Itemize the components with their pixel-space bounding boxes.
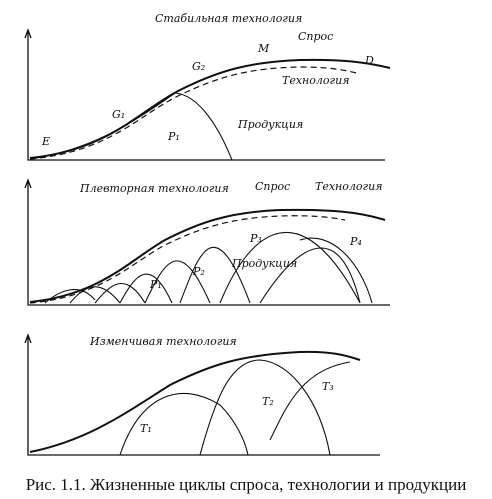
demand-curve (29, 350, 361, 453)
product-label: P₁ (149, 278, 162, 291)
axes (24, 178, 390, 306)
production-curves (44, 232, 373, 304)
technology-label: Технология (282, 74, 349, 87)
product-label: T₂ (262, 395, 274, 408)
point-label: M (257, 42, 270, 55)
production-curves (119, 359, 351, 456)
point-label: E (41, 135, 50, 148)
product-label: T₃ (322, 380, 334, 393)
production-label: Продукция (231, 257, 297, 270)
caption: Рис. 1.1. Жизненные циклы спроса, технол… (26, 475, 467, 494)
panel-title: Стабильная технология (155, 12, 302, 25)
production-curve (29, 92, 233, 161)
demand-label: Спрос (298, 30, 333, 43)
technology-curve (29, 66, 361, 160)
panel-stable: Стабильная технология Спрос Технология П… (24, 12, 391, 161)
product-label: P₂ (192, 265, 205, 278)
panel-title: Изменчивая технология (89, 335, 237, 348)
product-label: P₃ (249, 232, 262, 245)
technology-label: Технология (315, 180, 382, 193)
point-label: G₁ (112, 108, 125, 121)
production-label: Продукция (237, 118, 303, 131)
panel-changeable: Изменчивая технология T₁ T₂ T₃ (24, 333, 380, 456)
point-label: G₂ (192, 60, 205, 73)
product-label: T₁ (140, 422, 152, 435)
panel-plethoric: Плевторная технология Спрос Технология П… (24, 178, 390, 306)
point-label: D (364, 54, 374, 67)
product-label: P₁ (167, 130, 180, 143)
demand-curve (29, 208, 386, 303)
product-label: P₄ (349, 235, 362, 248)
demand-label: Спрос (255, 180, 290, 193)
panel-title: Плевторная технология (79, 182, 229, 195)
axes (24, 333, 380, 456)
technology-curve (29, 215, 346, 304)
axes (24, 28, 385, 161)
